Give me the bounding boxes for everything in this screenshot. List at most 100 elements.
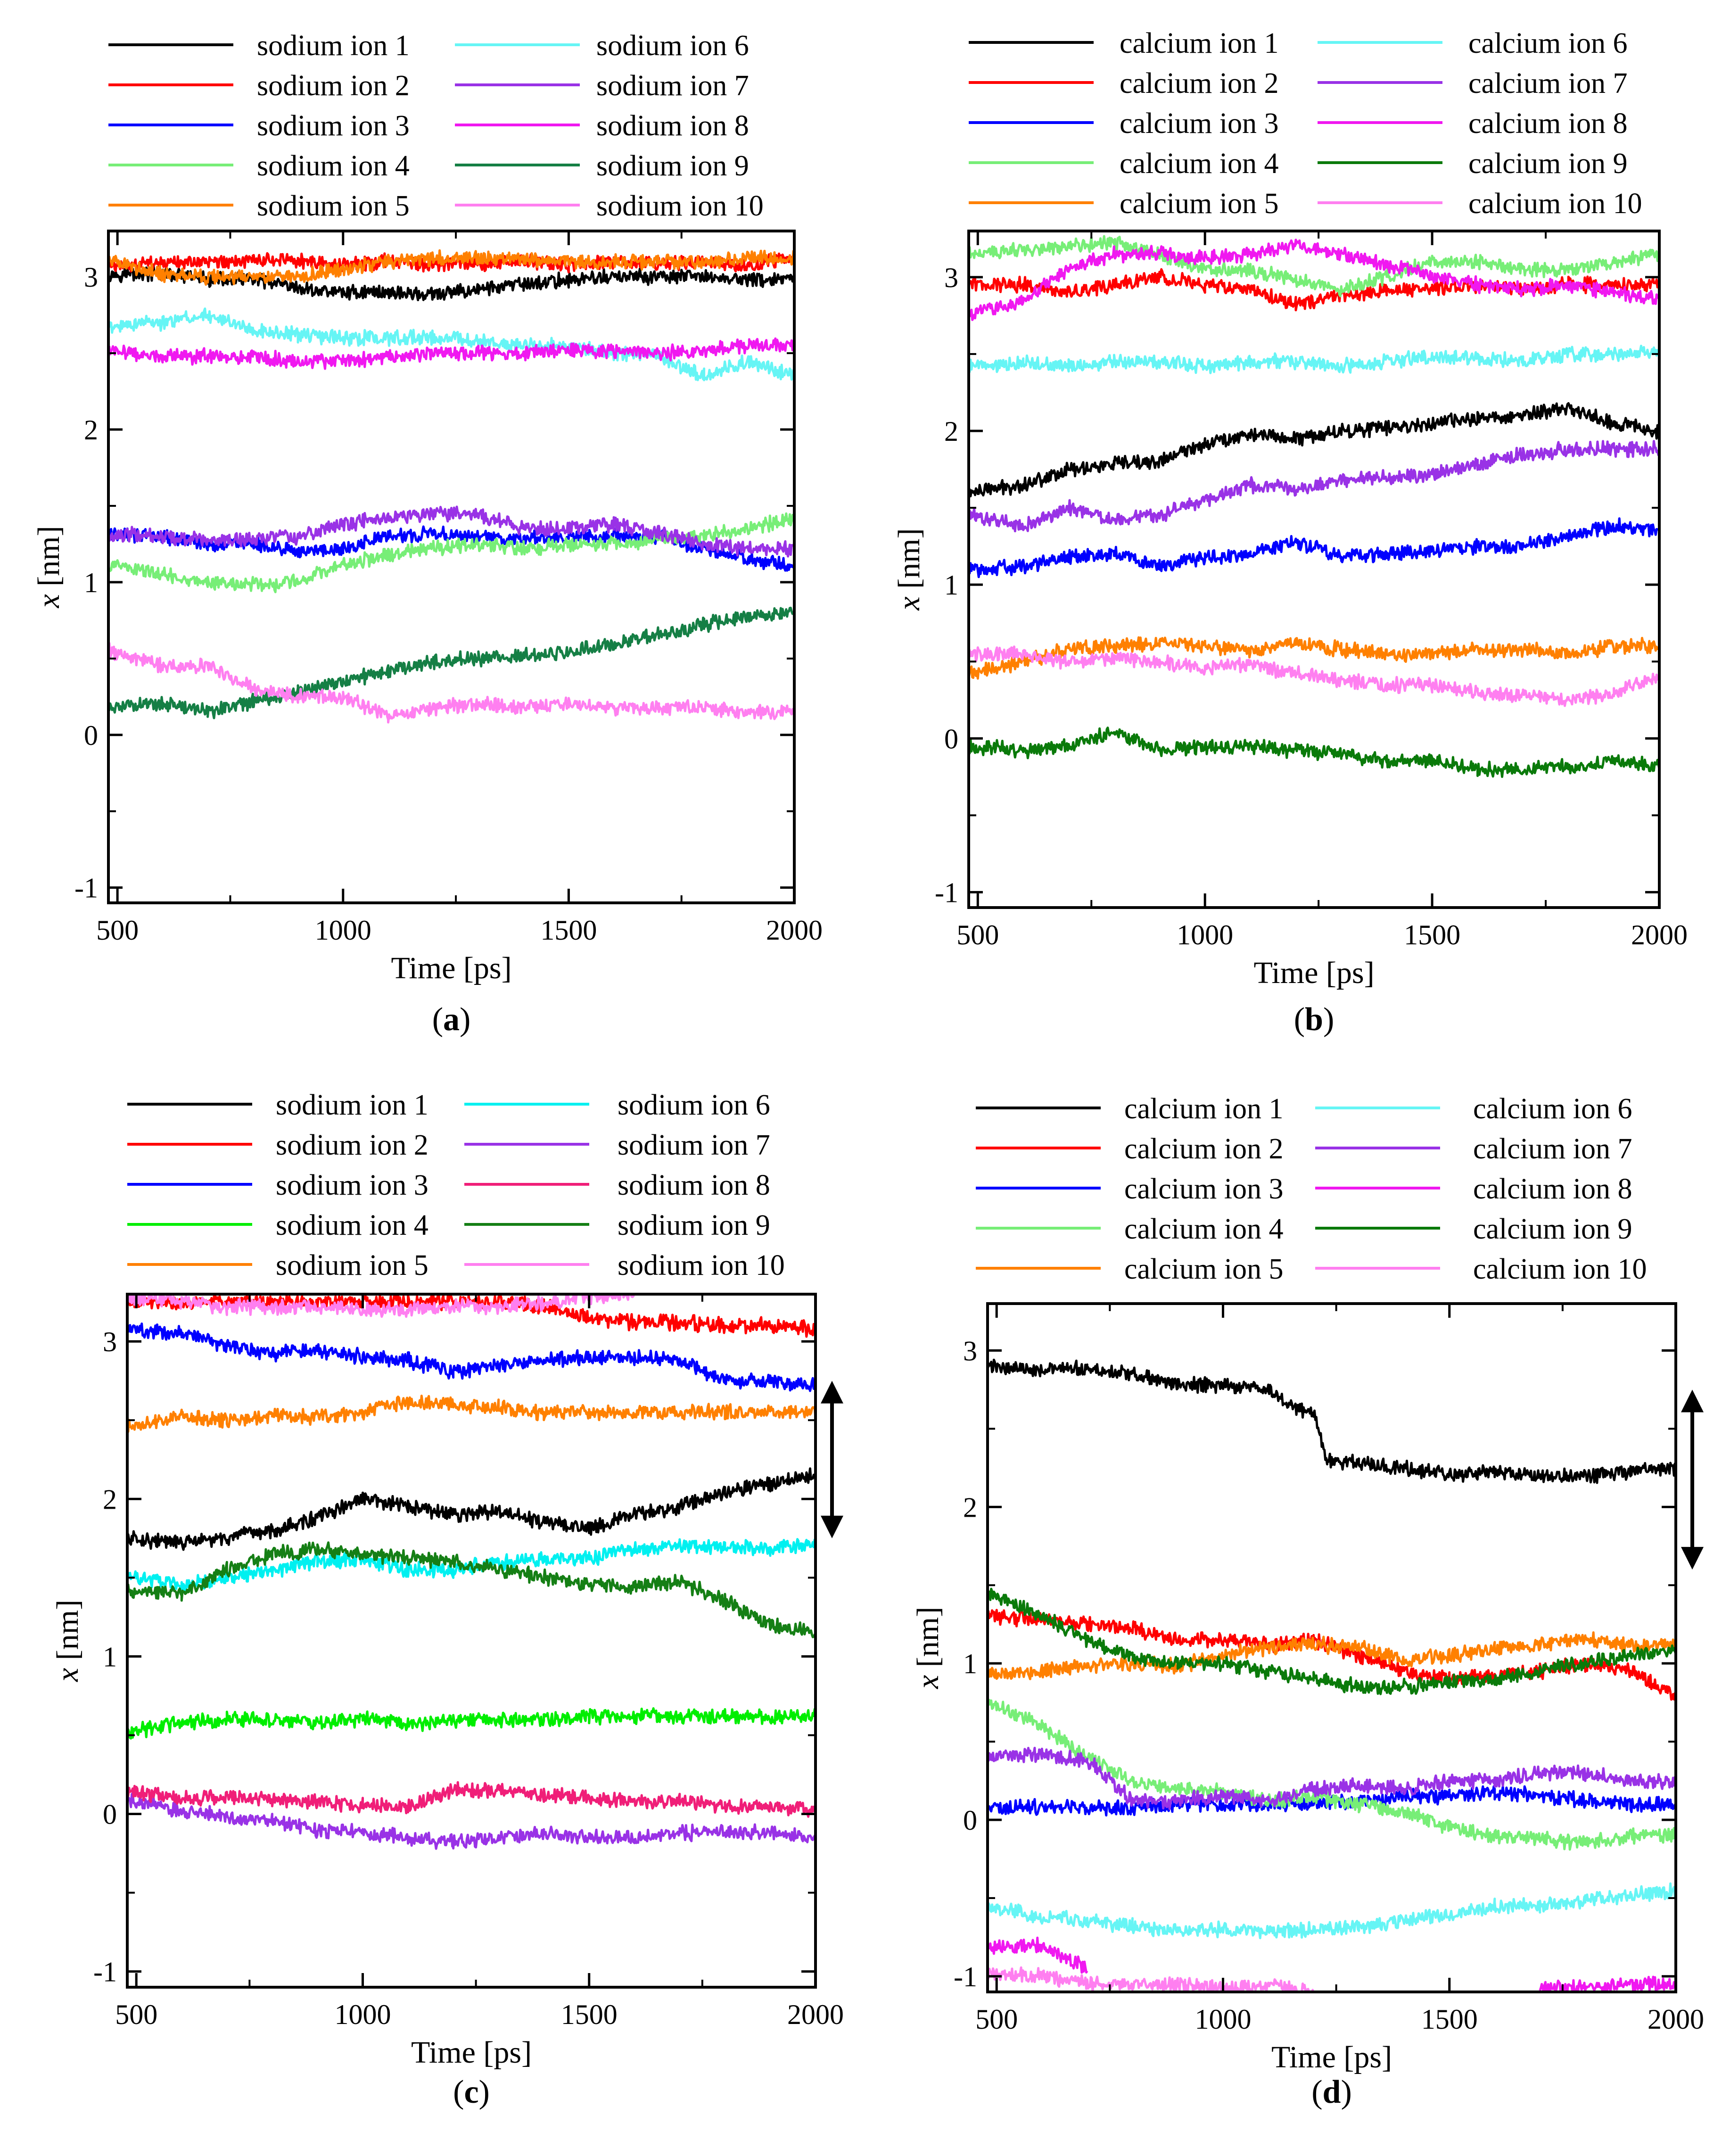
series-line-5 bbox=[108, 249, 794, 286]
legend-label: sodium ion 10 bbox=[618, 1249, 785, 1281]
x-tick-label: 2000 bbox=[1648, 2004, 1704, 2035]
legend-item: calcium ion 4 bbox=[976, 1213, 1283, 1245]
y-axis-label-var: x bbox=[911, 1675, 945, 1689]
y-tick-label: 1 bbox=[944, 570, 958, 601]
series-line-10 bbox=[127, 1294, 635, 1318]
caption-close: ) bbox=[1341, 2074, 1351, 2110]
series-line-8 bbox=[969, 239, 1659, 321]
series-line-6 bbox=[988, 1882, 1676, 1940]
y-axis-label-var: x bbox=[32, 594, 66, 608]
x-tick-label: 1000 bbox=[1177, 919, 1233, 950]
legend-label: calcium ion 6 bbox=[1473, 1093, 1632, 1125]
legend-label: sodium ion 3 bbox=[257, 110, 410, 142]
x-tick-label: 1500 bbox=[1404, 919, 1460, 950]
series-line-4 bbox=[127, 1707, 816, 1740]
legend-item: calcium ion 3 bbox=[969, 107, 1278, 140]
legend-item: sodium ion 7 bbox=[464, 1129, 770, 1161]
panel-b: 500 1000 1500 2000 -1 0 1 2 3 Time [ps] x [nm] calc… bbox=[892, 27, 1688, 1038]
series-line-5 bbox=[988, 1631, 1676, 1680]
x-tick-label: 500 bbox=[975, 2004, 1018, 2035]
legend-label: calcium ion 4 bbox=[1120, 148, 1278, 180]
legend-item: sodium ion 3 bbox=[127, 1169, 428, 1201]
legend-item: sodium ion 6 bbox=[455, 30, 749, 62]
series-line-10 bbox=[108, 642, 794, 724]
plot-frame bbox=[986, 1302, 1677, 1993]
legend-label: sodium ion 5 bbox=[257, 190, 410, 222]
legend-label: sodium ion 4 bbox=[276, 1209, 428, 1241]
legend-item: sodium ion 4 bbox=[108, 150, 410, 182]
series-line-3 bbox=[969, 517, 1659, 578]
panel-d: 500 1000 1500 2000 -1 0 1 2 3 Time [ps] x [nm] calc… bbox=[911, 1093, 1704, 2110]
y-tick-label: 3 bbox=[963, 1336, 977, 1367]
x-tick-label: 1500 bbox=[1421, 2004, 1478, 2035]
plot-frame bbox=[126, 1293, 817, 1989]
legend-item: sodium ion 5 bbox=[127, 1249, 428, 1281]
series-line-3 bbox=[127, 1322, 816, 1392]
series-line-10 bbox=[969, 645, 1659, 707]
y-axis-label: x [nm] bbox=[911, 1607, 945, 1689]
legend-item: calcium ion 3 bbox=[976, 1173, 1283, 1205]
legend-item: calcium ion 8 bbox=[1318, 107, 1627, 140]
legend-item: calcium ion 9 bbox=[1315, 1213, 1632, 1245]
arrow-head-up bbox=[821, 1380, 843, 1404]
legend-label: calcium ion 1 bbox=[1120, 27, 1278, 59]
y-tick-label: -1 bbox=[93, 1957, 117, 1988]
legend-label: calcium ion 7 bbox=[1473, 1133, 1632, 1165]
caption-open: ( bbox=[1311, 2074, 1322, 2110]
legend-item: calcium ion 7 bbox=[1318, 67, 1627, 99]
arrow-head-up bbox=[1681, 1389, 1704, 1413]
legend-label: calcium ion 4 bbox=[1124, 1213, 1283, 1245]
legend-label: sodium ion 8 bbox=[596, 110, 749, 142]
panel-caption: (c) bbox=[453, 2074, 490, 2110]
series-group bbox=[969, 235, 1659, 778]
y-axis-label-var: x bbox=[892, 596, 926, 611]
legend-item: calcium ion 2 bbox=[969, 67, 1278, 99]
legend-label: calcium ion 10 bbox=[1468, 188, 1642, 220]
x-tick-label: 1000 bbox=[1195, 2004, 1251, 2035]
caption-letter: b bbox=[1305, 1001, 1323, 1038]
legend-item: calcium ion 5 bbox=[976, 1253, 1283, 1285]
legend-label: sodium ion 4 bbox=[257, 150, 410, 182]
panel-caption: (b) bbox=[1294, 1001, 1335, 1038]
legend-item: sodium ion 2 bbox=[108, 70, 410, 102]
legend: calcium ion 1 calcium ion 6 calcium ion 2 c… bbox=[976, 1093, 1647, 1285]
legend-item: sodium ion 2 bbox=[127, 1129, 428, 1161]
y-tick-label: 0 bbox=[103, 1799, 117, 1830]
caption-open: ( bbox=[1294, 1001, 1305, 1038]
legend-label: sodium ion 6 bbox=[596, 30, 749, 62]
caption-letter: c bbox=[464, 2074, 478, 2110]
y-axis-label-unit: [nm] bbox=[50, 1600, 85, 1668]
legend-item: calcium ion 6 bbox=[1318, 27, 1627, 59]
y-tick-label: 1 bbox=[103, 1641, 117, 1672]
x-tick-label: 2000 bbox=[766, 915, 823, 946]
plot-frame bbox=[107, 230, 796, 904]
series-line-8 bbox=[127, 1781, 816, 1818]
legend-item: calcium ion 8 bbox=[1315, 1173, 1632, 1205]
series-line-7 bbox=[108, 505, 794, 558]
legend-item: calcium ion 10 bbox=[1315, 1253, 1647, 1285]
legend-item: sodium ion 1 bbox=[108, 30, 410, 62]
double-arrow-annotation bbox=[1681, 1389, 1704, 1570]
series-line-1 bbox=[969, 402, 1659, 497]
legend-label: sodium ion 9 bbox=[618, 1209, 770, 1241]
legend-label: calcium ion 10 bbox=[1473, 1253, 1647, 1285]
y-axis-label: x [nm] bbox=[32, 526, 66, 608]
y-tick-label: 0 bbox=[84, 720, 98, 751]
x-axis-label: Time [ps] bbox=[411, 2035, 532, 2070]
series-line-1 bbox=[988, 1358, 1676, 1484]
legend-item: sodium ion 10 bbox=[464, 1249, 785, 1281]
legend-item: calcium ion 5 bbox=[969, 188, 1278, 220]
series-line-7 bbox=[988, 1747, 1676, 1810]
y-tick-label: 2 bbox=[103, 1484, 117, 1515]
legend-label: sodium ion 1 bbox=[257, 30, 410, 62]
series-line-5 bbox=[127, 1395, 816, 1433]
x-tick-label: 2000 bbox=[1631, 919, 1688, 950]
y-tick-label: -1 bbox=[954, 1961, 977, 1992]
y-tick-label: 3 bbox=[103, 1326, 117, 1357]
y-tick-label: 3 bbox=[944, 262, 958, 293]
double-arrow-annotation bbox=[821, 1380, 843, 1538]
legend-label: calcium ion 3 bbox=[1120, 107, 1278, 140]
legend-item: sodium ion 9 bbox=[464, 1209, 770, 1241]
legend-label: sodium ion 9 bbox=[596, 150, 749, 182]
